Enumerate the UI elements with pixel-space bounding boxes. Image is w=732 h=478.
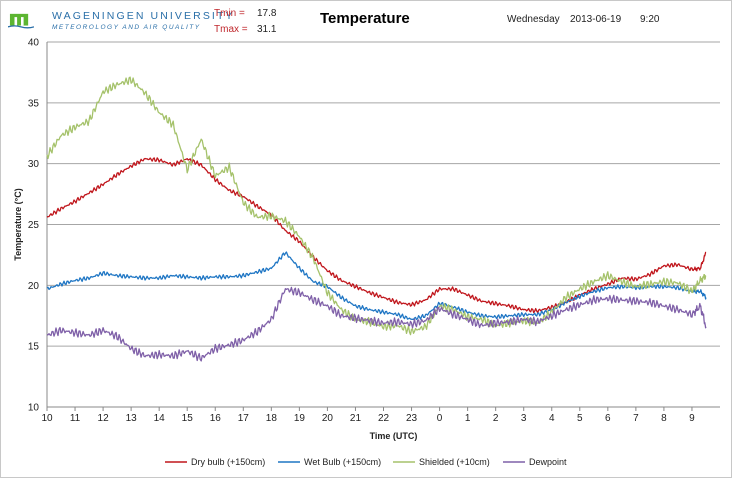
legend-label: Dewpoint	[529, 457, 567, 467]
x-axis-label: Time (UTC)	[370, 431, 418, 441]
y-tick-label: 30	[28, 159, 40, 170]
x-tick-label: 18	[266, 413, 278, 424]
x-tick-label: 11	[70, 413, 81, 424]
legend-label: Shielded (+10cm)	[419, 457, 490, 467]
x-tick-label: 6	[605, 413, 611, 424]
x-tick-label: 21	[350, 413, 362, 424]
x-tick-label: 16	[210, 413, 222, 424]
logo-emblem-icon	[8, 12, 34, 30]
y-tick-label: 15	[28, 342, 40, 353]
tmin-value: 17.8	[257, 8, 277, 19]
y-tick-label: 40	[28, 38, 40, 49]
series-line-4	[47, 286, 707, 362]
logo-title: WAGENINGEN UNIVERSITY	[52, 10, 235, 22]
x-tick-label: 15	[182, 413, 194, 424]
chart-title: Temperature	[320, 10, 410, 27]
x-tick-label: 22	[378, 413, 390, 424]
legend: Dry bulb (+150cm) Wet Bulb (+150cm) Shield…	[165, 457, 567, 467]
y-axis-label: Temperature (°C)	[13, 188, 23, 260]
tmax-label: Tmax =	[214, 24, 248, 35]
x-tick-label: 23	[406, 413, 418, 424]
legend-label: Wet Bulb (+150cm)	[304, 457, 381, 467]
date: 2013-06-19	[570, 14, 622, 25]
university-logo: WAGENINGEN UNIVERSITY METEOROLOGY AND AI…	[8, 8, 232, 34]
x-tick-label: 8	[661, 413, 667, 424]
series-line-2	[46, 251, 707, 321]
x-tick-label: 13	[126, 413, 138, 424]
tmin-label: Tmin =	[214, 8, 245, 19]
series-lines	[46, 76, 707, 362]
series-line-1	[46, 157, 707, 314]
tmax-value: 31.1	[257, 24, 277, 35]
x-tick-label: 17	[238, 413, 250, 424]
x-tick-label: 10	[41, 413, 53, 424]
x-tick-label: 14	[154, 413, 166, 424]
grid-lines	[46, 41, 720, 408]
x-tick-labels: 10 11 12 13 14 15 16 17 18 19 20 21 22 23 0 1 2 3 4 5 6 7 8 9	[41, 407, 695, 424]
y-tick-label: 25	[28, 220, 40, 231]
x-tick-label: 2	[493, 413, 499, 424]
x-tick-label: 3	[521, 413, 527, 424]
y-tick-label: 20	[28, 281, 40, 292]
weekday: Wednesday	[507, 14, 560, 25]
x-tick-label: 19	[294, 413, 306, 424]
x-tick-label: 20	[322, 413, 334, 424]
logo-subtitle: METEOROLOGY AND AIR QUALITY	[52, 24, 201, 31]
y-tick-labels: 10 15 20 25 30 35 40	[28, 38, 40, 414]
x-tick-label: 7	[633, 413, 639, 424]
x-tick-label: 9	[689, 413, 695, 424]
time: 9:20	[640, 14, 660, 25]
y-tick-label: 35	[28, 98, 40, 109]
x-tick-label: 4	[549, 413, 555, 424]
series-line-3	[46, 76, 707, 336]
x-tick-label: 5	[577, 413, 583, 424]
x-tick-label: 1	[465, 413, 471, 424]
y-tick-label: 10	[28, 403, 40, 414]
x-tick-label: 0	[437, 413, 443, 424]
x-tick-label: 12	[98, 413, 110, 424]
legend-label: Dry bulb (+150cm)	[191, 457, 265, 467]
